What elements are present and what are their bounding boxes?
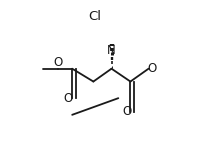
Text: N: N [107, 44, 116, 57]
Text: O: O [64, 92, 73, 105]
Text: O: O [53, 56, 62, 69]
Text: Cl: Cl [88, 10, 101, 23]
Text: O: O [148, 62, 157, 75]
Text: O: O [122, 105, 131, 118]
